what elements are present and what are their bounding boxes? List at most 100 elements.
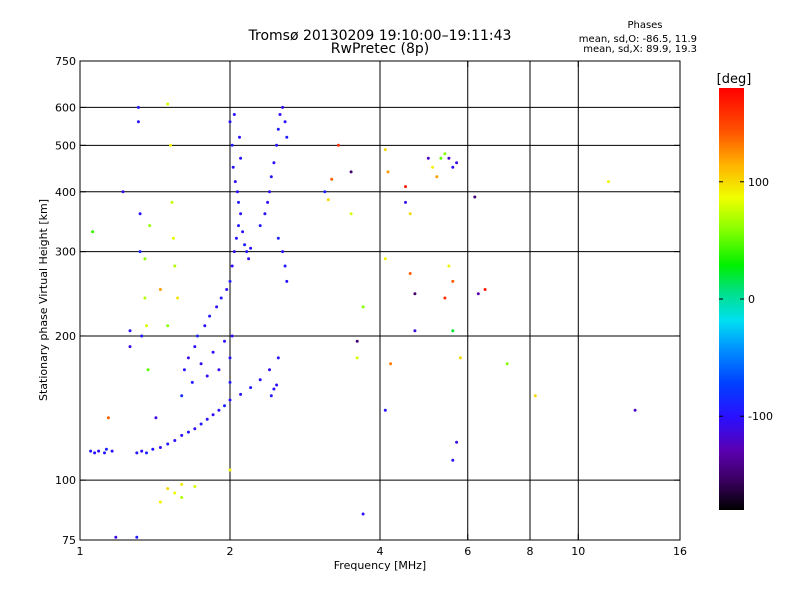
data-point <box>233 180 237 184</box>
data-point <box>232 113 236 116</box>
data-point <box>171 236 175 240</box>
data-point <box>193 345 197 349</box>
data-point <box>158 500 162 504</box>
data-point <box>243 243 247 247</box>
data-point <box>258 224 262 228</box>
data-point <box>180 433 184 437</box>
data-point <box>231 165 235 169</box>
x-tick-label: 6 <box>464 545 471 558</box>
data-point <box>180 482 184 486</box>
data-point <box>193 485 197 488</box>
grid-lines <box>80 61 680 540</box>
data-point <box>383 257 387 261</box>
data-point <box>239 212 243 216</box>
data-point <box>140 334 144 338</box>
data-point <box>458 356 462 360</box>
data-point <box>208 314 212 318</box>
data-point <box>276 356 280 360</box>
data-point <box>135 451 139 455</box>
data-point <box>258 378 262 382</box>
data-point <box>195 334 199 338</box>
y-tick-label: 750 <box>55 55 76 68</box>
data-point <box>228 120 232 124</box>
data-point <box>413 329 417 333</box>
data-point <box>443 152 447 156</box>
data-point <box>170 200 174 204</box>
data-point <box>186 356 190 360</box>
data-point <box>607 180 610 184</box>
data-point <box>408 212 412 216</box>
data-point <box>234 236 238 240</box>
data-point <box>431 165 435 169</box>
data-point <box>326 198 330 202</box>
data-point <box>283 264 287 268</box>
data-point <box>355 356 359 360</box>
data-point <box>166 442 170 446</box>
data-point <box>136 120 140 124</box>
data-point <box>110 449 114 453</box>
data-point <box>266 200 270 204</box>
data-point <box>230 143 234 147</box>
data-point <box>205 417 209 421</box>
data-point <box>239 392 243 396</box>
data-point <box>203 324 207 328</box>
data-point <box>447 264 451 268</box>
data-point <box>235 190 239 194</box>
data-point <box>93 451 97 455</box>
data-point <box>186 430 190 434</box>
data-point <box>180 496 184 499</box>
data-point <box>473 195 477 199</box>
data-point <box>225 288 229 291</box>
data-point <box>249 386 253 390</box>
y-tick-label: 100 <box>55 474 76 487</box>
data-point <box>268 190 271 194</box>
data-point <box>237 224 240 228</box>
data-point <box>249 246 253 250</box>
data-point <box>230 334 234 338</box>
y-tick-label: 300 <box>55 246 76 259</box>
data-point <box>145 451 148 455</box>
data-point <box>439 156 443 160</box>
data-point <box>166 324 170 328</box>
data-point <box>451 329 455 333</box>
data-point <box>223 404 226 408</box>
data-point <box>247 257 251 261</box>
data-point <box>349 170 353 174</box>
data-point <box>276 127 280 131</box>
data-point <box>176 296 180 300</box>
colorbar-label: [deg] <box>717 72 752 87</box>
data-point <box>143 296 147 300</box>
data-point <box>230 264 234 268</box>
data-point <box>275 383 279 387</box>
data-point <box>114 535 118 539</box>
colorbar <box>719 88 744 510</box>
colorbar-tick-label: -100 <box>748 410 773 423</box>
data-point <box>404 200 407 204</box>
data-point <box>169 143 173 147</box>
data-point <box>151 447 155 451</box>
data-point <box>447 156 451 160</box>
data-point <box>413 292 417 296</box>
data-point <box>140 449 144 453</box>
scatter-points <box>89 102 637 539</box>
chart-subtitle: RwPretec (8p) <box>331 41 429 57</box>
data-point <box>128 345 132 349</box>
x-tick-label: 10 <box>571 545 585 558</box>
data-point <box>383 148 387 152</box>
data-point <box>276 236 280 240</box>
data-point <box>355 339 359 343</box>
y-tick-label: 400 <box>55 186 76 199</box>
legend-line-o: mean, sd,O: -86.5, 11.9 <box>579 34 697 45</box>
data-point <box>268 368 271 372</box>
data-point <box>272 161 276 165</box>
data-point <box>263 212 267 216</box>
data-point <box>143 257 147 261</box>
data-point <box>455 440 459 444</box>
data-point <box>389 362 393 366</box>
data-point <box>241 230 245 234</box>
data-point <box>138 250 142 254</box>
data-point <box>451 165 455 169</box>
data-point <box>228 279 232 283</box>
x-tick-label: 8 <box>527 545 534 558</box>
data-point <box>148 224 152 228</box>
